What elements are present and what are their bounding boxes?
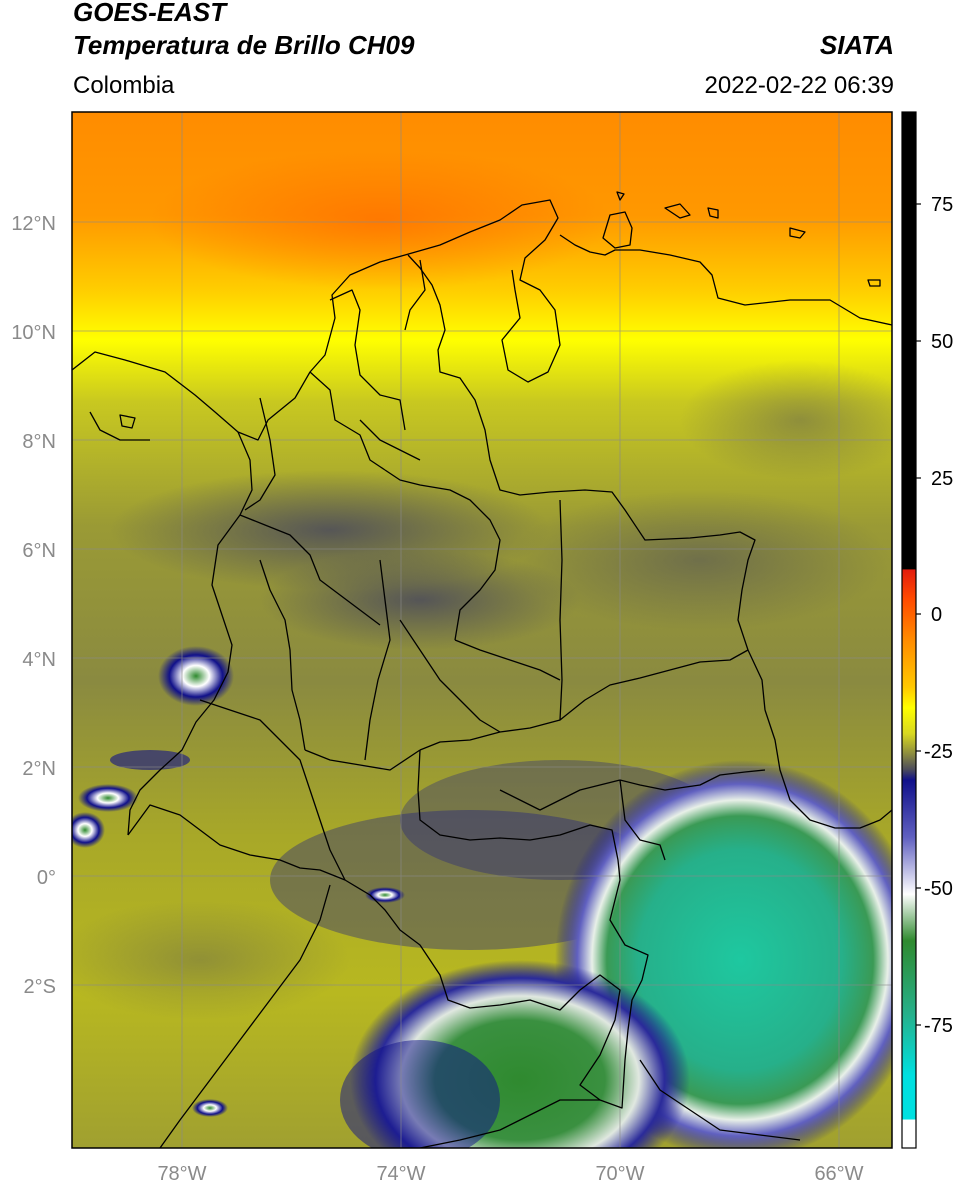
colorbar-tick-label: -25 (924, 741, 953, 763)
lat-label: 4°N (22, 649, 56, 671)
colorbar-tick-label: 75 (931, 194, 953, 216)
brightness-temperature-field (72, 112, 892, 1148)
satellite-title: GOES-EAST (73, 0, 227, 27)
lat-label: 10°N (11, 322, 56, 344)
colorbar-tick-label: 25 (931, 468, 953, 490)
colorbar-ticks: 75 50 25 0 -25 -50 -75 (924, 194, 953, 1037)
lon-label: 66°W (814, 1163, 863, 1185)
longitude-labels: 78°W 74°W 70°W 66°W (157, 1163, 863, 1185)
product-title: Temperatura de Brillo CH09 (73, 30, 415, 60)
source-label: SIATA (819, 30, 894, 60)
lat-label: 12°N (11, 213, 56, 235)
lon-label: 74°W (376, 1163, 425, 1185)
map-frame (71, 111, 893, 1149)
coastlines-and-borders (72, 191, 892, 1148)
colorbar-tick-label: 0 (931, 604, 942, 626)
lon-label: 78°W (157, 1163, 206, 1185)
lon-label: 70°W (595, 1163, 644, 1185)
graticule (72, 112, 892, 1148)
colorbar-tick-label: -50 (924, 878, 953, 900)
latitude-labels: 12°N 10°N 8°N 6°N 4°N 2°N 0° 2°S (11, 213, 56, 998)
colorbar (902, 112, 916, 1148)
datetime-label: 2022-02-22 06:39 (704, 72, 895, 99)
colorbar-tick-label: 50 (931, 331, 953, 353)
lat-label: 0° (37, 867, 56, 889)
colorbar-tick-label: -75 (924, 1015, 953, 1037)
lat-label: 6°N (22, 540, 56, 562)
lat-label: 8°N (22, 431, 56, 453)
region-label: Colombia (73, 72, 175, 99)
lat-label: 2°N (22, 758, 56, 780)
lat-label: 2°S (24, 976, 56, 998)
